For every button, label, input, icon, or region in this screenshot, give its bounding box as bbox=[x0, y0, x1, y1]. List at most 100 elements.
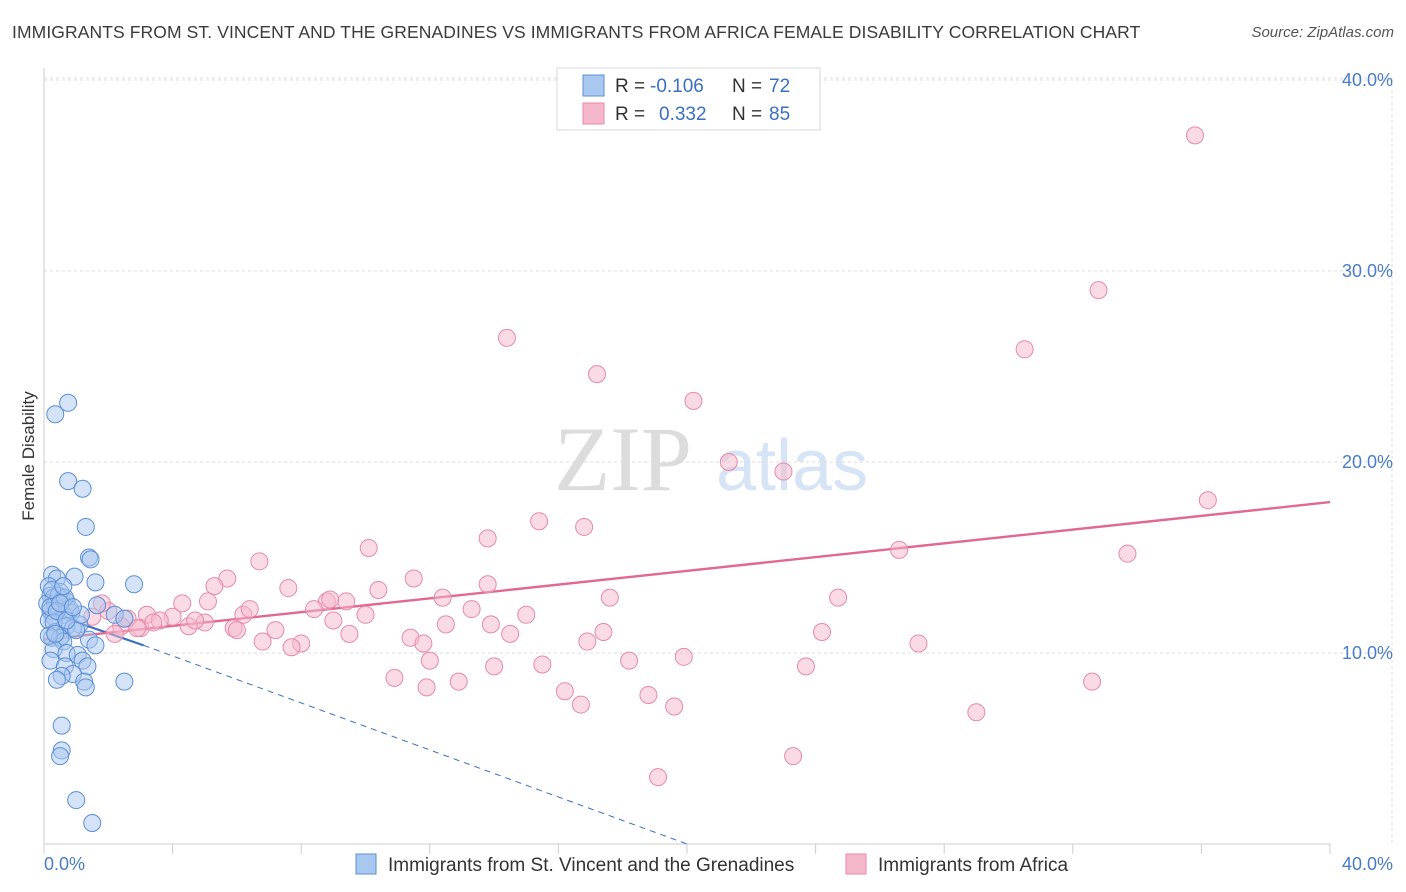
africa-point-8 bbox=[1198, 491, 1217, 510]
africa-point-80 bbox=[144, 613, 163, 632]
correlation-legend: R = -0.106 N = 72 R = 0.332 N = 85 bbox=[556, 67, 821, 131]
africa-point-6 bbox=[719, 453, 738, 471]
africa-point-5 bbox=[684, 391, 703, 410]
africa-trend-line bbox=[43, 500, 1331, 641]
trend-lines bbox=[43, 500, 1331, 845]
africa-point-0 bbox=[1185, 126, 1204, 145]
watermark-atlas: atlas bbox=[716, 426, 868, 506]
legend-r-label-africa: R = bbox=[615, 104, 645, 125]
africa-point-18 bbox=[205, 577, 224, 596]
y-tick-label-1: 20.0% bbox=[1342, 452, 1393, 472]
africa-point-84 bbox=[128, 619, 147, 638]
legend-r-value-africa: 0.332 bbox=[659, 104, 707, 125]
africa-point-52 bbox=[594, 622, 613, 641]
africa-point-19 bbox=[279, 579, 298, 598]
watermark: ZIP atlas bbox=[554, 408, 868, 510]
africa-point-81 bbox=[240, 600, 259, 619]
africa-point-71 bbox=[639, 686, 658, 705]
africa-point-69 bbox=[1083, 672, 1102, 691]
africa-point-62 bbox=[620, 651, 639, 670]
y-axis-label: Female Disability bbox=[19, 391, 38, 521]
africa-point-73 bbox=[571, 695, 590, 714]
africa-point-51 bbox=[501, 624, 520, 643]
africa-point-39 bbox=[324, 611, 343, 630]
africa-point-49 bbox=[340, 624, 359, 643]
africa-point-83 bbox=[186, 611, 205, 630]
africa-point-17 bbox=[404, 569, 423, 588]
africa-point-64 bbox=[796, 657, 815, 676]
africa-point-7 bbox=[774, 462, 793, 481]
africa-point-23 bbox=[198, 592, 217, 611]
africa-point-74 bbox=[967, 703, 986, 722]
africa-point-63 bbox=[674, 647, 693, 666]
africa-point-27 bbox=[600, 588, 619, 607]
africa-point-20 bbox=[369, 580, 388, 599]
africa-point-13 bbox=[890, 540, 909, 559]
series-legend: Immigrants from St. Vincent and the Gren… bbox=[355, 853, 1068, 876]
tick-labels: 10.0% 20.0% 30.0% 40.0% 0.0% 40.0% bbox=[44, 70, 1393, 874]
africa-point-41 bbox=[436, 615, 455, 634]
y-tick-label-2: 30.0% bbox=[1342, 261, 1393, 281]
africa-point-79 bbox=[105, 624, 124, 643]
legend-r-value-svg: -0.106 bbox=[650, 76, 704, 97]
africa-point-56 bbox=[282, 638, 301, 657]
africa-point-82 bbox=[321, 590, 340, 609]
svg-points bbox=[38, 393, 144, 832]
africa-point-60 bbox=[420, 651, 439, 670]
legend-r-label-svg: R = bbox=[615, 76, 645, 97]
legend-n-label-africa: N = bbox=[732, 104, 762, 125]
africa-point-70 bbox=[555, 682, 574, 701]
africa-points bbox=[83, 126, 1217, 787]
africa-point-29 bbox=[305, 600, 324, 619]
africa-point-76 bbox=[649, 768, 668, 787]
africa-point-11 bbox=[478, 529, 497, 548]
africa-point-34 bbox=[517, 605, 536, 624]
africa-point-72 bbox=[665, 697, 684, 716]
legend-swatch-africa bbox=[582, 102, 605, 125]
africa-point-47 bbox=[227, 621, 246, 640]
africa-point-40 bbox=[356, 605, 375, 624]
africa-point-54 bbox=[253, 632, 272, 651]
africa-point-30 bbox=[462, 600, 481, 619]
series-legend-swatch-africa bbox=[845, 853, 867, 875]
legend-n-value-africa: 85 bbox=[769, 104, 790, 125]
africa-point-21 bbox=[478, 575, 497, 594]
africa-point-25 bbox=[337, 592, 356, 611]
y-tick-label-3: 40.0% bbox=[1342, 70, 1393, 90]
africa-point-10 bbox=[575, 517, 594, 536]
africa-point-22 bbox=[173, 594, 192, 613]
africa-point-53 bbox=[813, 622, 832, 641]
africa-point-9 bbox=[530, 512, 549, 531]
africa-point-58 bbox=[578, 632, 597, 651]
x-tick-label-1: 40.0% bbox=[1342, 854, 1393, 874]
africa-point-65 bbox=[485, 657, 504, 676]
africa-point-14 bbox=[1118, 544, 1137, 563]
africa-point-66 bbox=[385, 668, 404, 687]
africa-point-59 bbox=[909, 634, 928, 653]
africa-point-57 bbox=[414, 634, 433, 653]
chart-title: IMMIGRANTS FROM ST. VINCENT AND THE GREN… bbox=[12, 22, 1141, 42]
africa-point-42 bbox=[481, 615, 500, 634]
africa-point-48 bbox=[266, 621, 285, 640]
watermark-zip: ZIP bbox=[554, 408, 692, 510]
africa-point-61 bbox=[533, 655, 552, 674]
legend-n-value-svg: 72 bbox=[769, 76, 790, 97]
series-legend-swatch-svg bbox=[355, 853, 377, 875]
series-legend-label-svg: Immigrants from St. Vincent and the Gren… bbox=[388, 855, 794, 876]
svg-trend-extension bbox=[143, 644, 688, 845]
africa-point-2 bbox=[1015, 340, 1034, 359]
grid-lines bbox=[44, 77, 1393, 844]
africa-point-15 bbox=[250, 552, 269, 571]
africa-point-28 bbox=[829, 588, 848, 607]
x-tick-label-0: 0.0% bbox=[44, 854, 85, 874]
africa-point-3 bbox=[497, 328, 516, 347]
africa-point-4 bbox=[587, 365, 606, 384]
series-legend-label-africa: Immigrants from Africa bbox=[878, 855, 1068, 876]
africa-point-12 bbox=[359, 538, 378, 557]
legend-n-label-svg: N = bbox=[732, 76, 762, 97]
africa-point-1 bbox=[1089, 281, 1108, 300]
africa-point-75 bbox=[784, 747, 803, 766]
africa-point-68 bbox=[417, 678, 436, 697]
africa-point-26 bbox=[433, 588, 452, 607]
